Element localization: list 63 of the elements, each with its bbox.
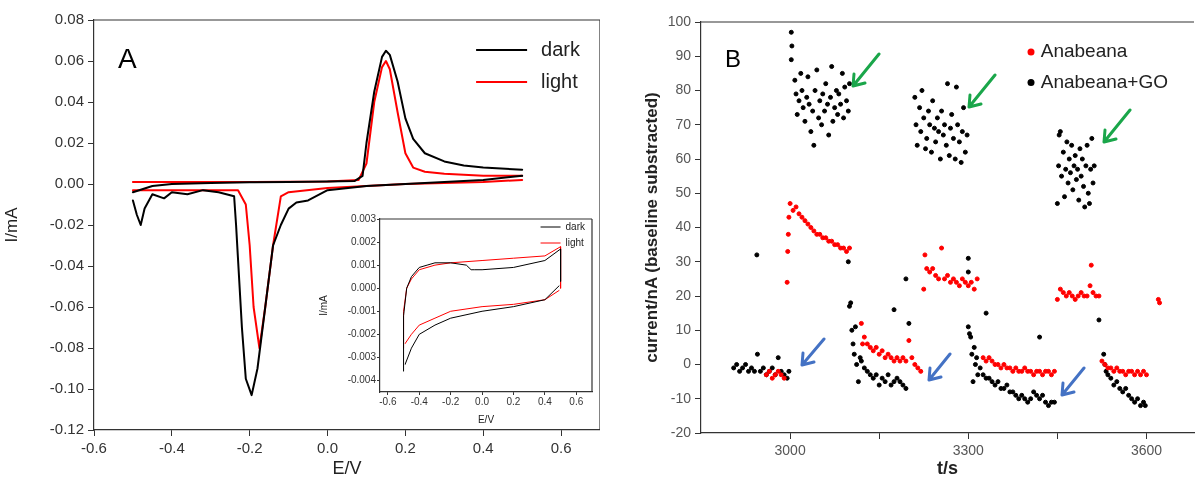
y-tick-label: -0.002	[347, 328, 377, 340]
y-tick-label: 10	[675, 321, 692, 338]
x-tick-label: 0.4	[537, 395, 553, 407]
y-tick-label: 0.04	[54, 92, 84, 110]
y-tick-label: 0.000	[350, 281, 377, 293]
y-tick-label: 0	[683, 355, 692, 372]
legend-label: dark	[565, 220, 586, 232]
legend-label: Anabeana+GO	[1040, 70, 1168, 92]
y-tick-label: 80	[675, 81, 692, 98]
x-tick-label: -0.6	[379, 395, 397, 407]
y-axis-title: I/mA	[317, 294, 329, 316]
y-tick-label: 0.02	[54, 133, 84, 151]
text: A	[118, 42, 137, 74]
y-axis-title: current/nA (baseline substracted)	[641, 92, 661, 363]
x-tick-label: 0.6	[569, 395, 584, 407]
y-tick-label: 30	[675, 252, 692, 269]
y-tick-label: 50	[675, 184, 692, 201]
y-tick-label: -20	[670, 423, 692, 440]
y-tick-label: 0.001	[350, 258, 377, 270]
y-tick-label: -0.08	[49, 338, 84, 356]
y-tick-label: 20	[675, 286, 692, 303]
x-axis-title: t/s	[936, 458, 959, 479]
y-tick-label: -0.12	[49, 420, 84, 438]
x-tick-label: 3600	[1130, 442, 1163, 459]
y-tick-label: 40	[675, 218, 692, 235]
x-tick-label: 0.6	[550, 439, 572, 457]
x-tick-label: -0.4	[158, 439, 185, 457]
y-tick-label: -0.06	[49, 297, 84, 315]
y-tick-label: -0.02	[49, 215, 84, 233]
y-tick-label: -0.004	[347, 374, 377, 386]
y-tick-label: -0.04	[49, 256, 84, 274]
x-tick-label: 0.0	[475, 395, 490, 407]
y-tick-label: 60	[675, 149, 692, 166]
x-tick-label: 0.0	[317, 439, 338, 457]
y-tick-label: -0.003	[347, 351, 377, 363]
x-axis-title: E/V	[477, 413, 495, 425]
y-tick-label: 70	[675, 115, 692, 132]
y-tick-label: 100	[667, 12, 692, 29]
x-tick-label: 3000	[774, 442, 806, 459]
x-tick-label: 0.2	[506, 395, 521, 407]
text: B	[725, 44, 742, 72]
x-tick-label: -0.2	[236, 439, 263, 457]
y-tick-label: 0.002	[350, 235, 377, 247]
x-tick-label: 0.2	[394, 439, 416, 457]
x-tick-label: -0.2	[442, 395, 460, 407]
legend-label: dark	[541, 37, 581, 60]
y-tick-label: 0.08	[54, 10, 84, 28]
y-tick-label: 0.003	[350, 212, 377, 224]
y-tick-label: 0.00	[54, 174, 84, 192]
x-axis-title: E/V	[332, 458, 362, 479]
x-tick-label: -0.4	[410, 395, 429, 407]
y-tick-label: 0.06	[54, 51, 84, 69]
y-tick-label: 90	[675, 47, 692, 64]
x-tick-label: -0.6	[81, 439, 107, 457]
legend-label: light	[565, 236, 585, 248]
y-axis-title: I/mA	[1, 206, 21, 243]
y-tick-label: -10	[670, 389, 692, 406]
legend-label: Anabeana	[1040, 40, 1128, 62]
x-tick-label: 3300	[952, 442, 985, 459]
legend-label: light	[541, 69, 579, 92]
y-tick-label: -0.001	[347, 305, 377, 317]
x-tick-label: 0.4	[472, 439, 494, 457]
y-tick-label: -0.10	[49, 379, 84, 397]
